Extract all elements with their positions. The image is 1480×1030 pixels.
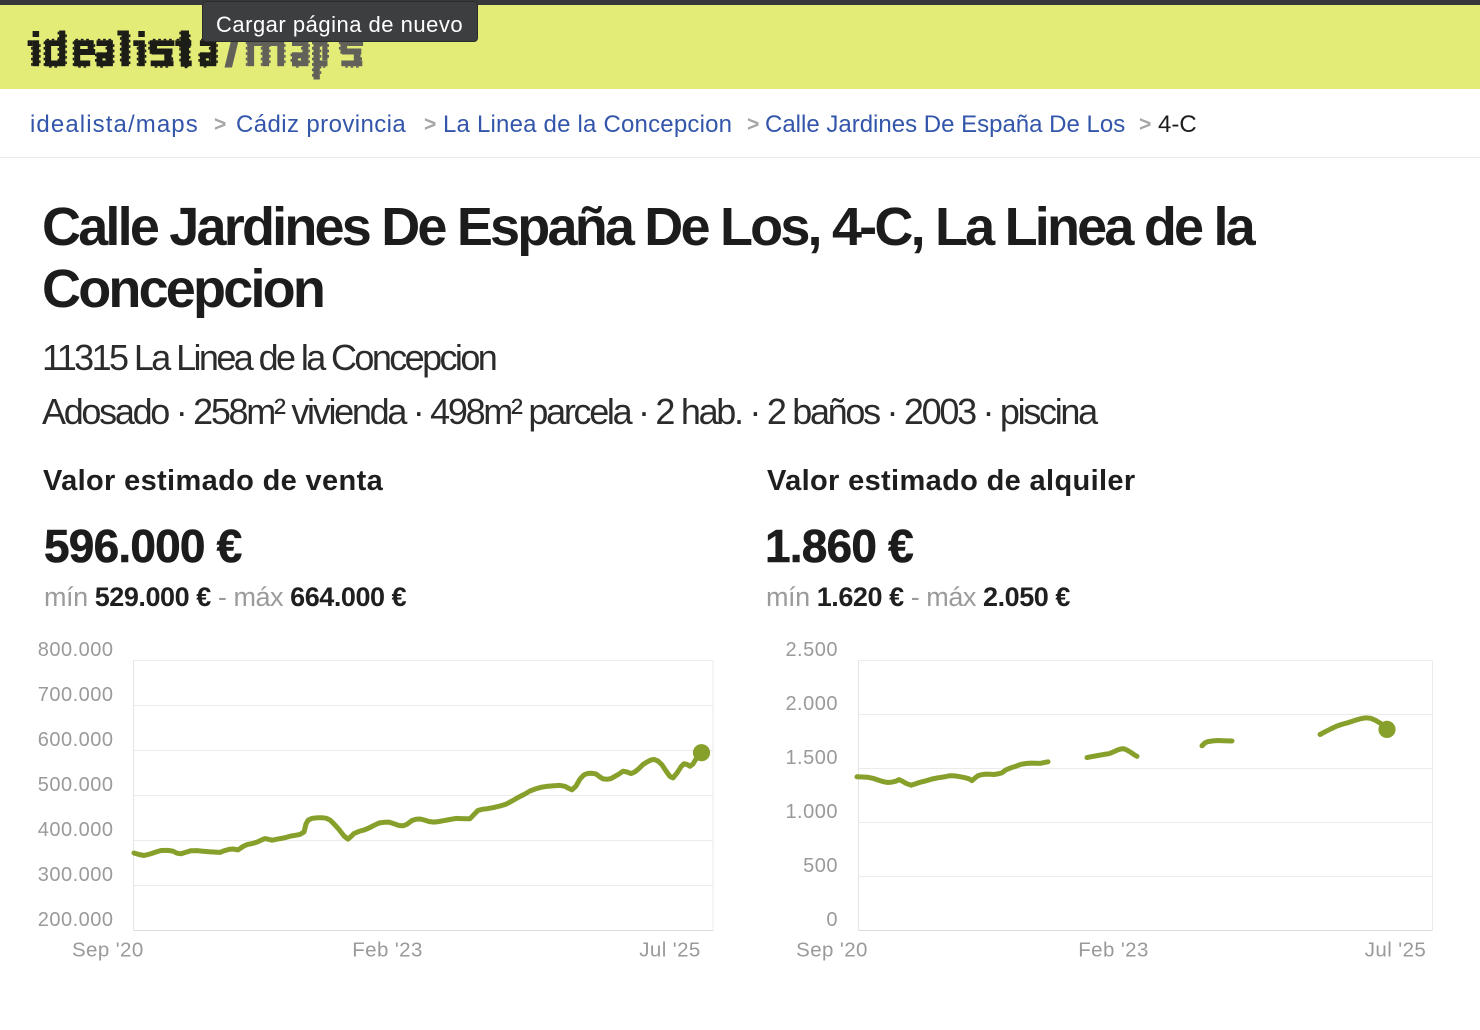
svg-text:500: 500 (803, 855, 838, 877)
svg-text:Sep '20: Sep '20 (796, 939, 868, 962)
svg-text:500.000: 500.000 (38, 774, 114, 796)
svg-text:Sep '20: Sep '20 (72, 939, 144, 962)
svg-text:700.000: 700.000 (38, 684, 114, 706)
svg-text:600.000: 600.000 (38, 729, 114, 751)
svg-text:200.000: 200.000 (38, 909, 114, 931)
svg-text:2.000: 2.000 (785, 693, 838, 715)
svg-text:1.000: 1.000 (785, 801, 838, 823)
svg-text:300.000: 300.000 (38, 864, 114, 886)
svg-text:2.500: 2.500 (785, 639, 838, 661)
svg-text:Jul '25: Jul '25 (639, 939, 700, 962)
svg-text:Feb '23: Feb '23 (352, 939, 423, 962)
svg-text:1.500: 1.500 (785, 747, 838, 769)
svg-text:Jul '25: Jul '25 (1365, 939, 1426, 962)
svg-text:800.000: 800.000 (38, 639, 114, 661)
svg-text:0: 0 (826, 909, 838, 931)
svg-text:400.000: 400.000 (38, 819, 114, 841)
svg-text:Feb '23: Feb '23 (1078, 939, 1149, 962)
